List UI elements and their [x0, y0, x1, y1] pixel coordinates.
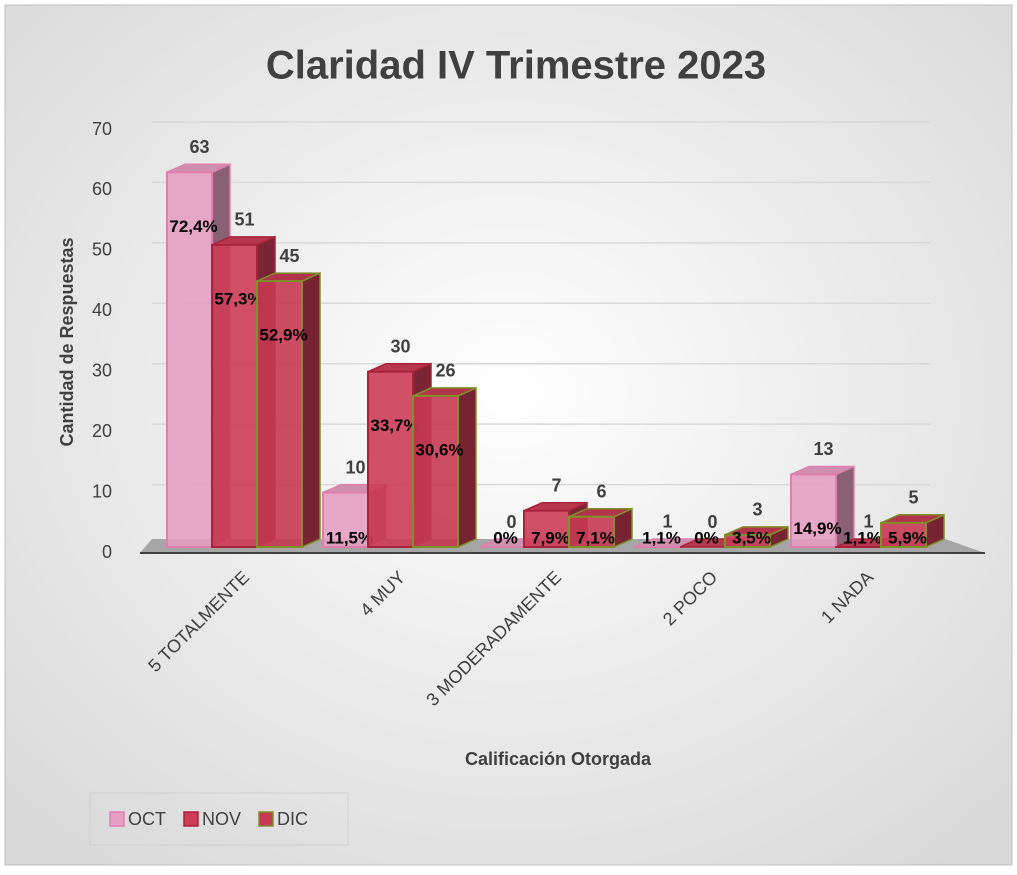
percent-label: 7,9%	[531, 528, 570, 547]
y-tick-label: 50	[92, 240, 112, 260]
value-label: 26	[435, 361, 455, 381]
chart-title: Claridad IV Trimestre 2023	[266, 44, 766, 88]
bar	[368, 372, 413, 547]
value-label: 13	[813, 439, 833, 459]
value-label: 3	[752, 500, 762, 520]
percent-label: 30,6%	[415, 440, 463, 459]
background	[5, 5, 1012, 865]
bar-side	[302, 273, 320, 547]
legend-swatch	[110, 812, 124, 826]
value-label: 30	[390, 336, 410, 356]
value-label: 10	[345, 457, 365, 477]
value-label: 5	[908, 488, 918, 508]
legend-label: OCT	[128, 809, 166, 829]
percent-label: 52,9%	[259, 326, 307, 345]
percent-label: 33,7%	[370, 416, 418, 435]
percent-label: 0%	[694, 528, 719, 547]
legend-swatch	[259, 812, 273, 826]
value-label: 51	[234, 210, 254, 230]
percent-label: 1,1%	[843, 528, 882, 547]
percent-label: 7,1%	[576, 528, 615, 547]
percent-label: 14,9%	[793, 519, 841, 538]
y-tick-label: 0	[102, 542, 112, 562]
percent-label: 72,4%	[169, 217, 217, 236]
legend-swatch	[184, 812, 198, 826]
percent-label: 1,1%	[642, 528, 681, 547]
percent-label: 0%	[493, 528, 518, 547]
legend-label: DIC	[277, 809, 308, 829]
y-tick-label: 10	[92, 481, 112, 501]
y-tick-label: 60	[92, 179, 112, 199]
legend-label: NOV	[202, 809, 241, 829]
y-axis-title: Cantidad de Respuestas	[57, 237, 77, 446]
y-tick-label: 70	[92, 119, 112, 139]
bar	[413, 396, 458, 547]
value-label: 6	[596, 481, 606, 501]
value-label: 7	[551, 475, 561, 495]
bar-side	[458, 388, 476, 547]
percent-label: 3,5%	[732, 528, 771, 547]
x-axis-title: Calificación Otorgada	[465, 749, 652, 769]
percent-label: 11,5%	[326, 528, 373, 547]
bar	[257, 281, 302, 547]
percent-label: 57,3%	[214, 289, 262, 308]
y-tick-label: 30	[92, 360, 112, 380]
value-label: 63	[189, 137, 209, 157]
y-tick-label: 40	[92, 300, 112, 320]
value-label: 45	[279, 246, 299, 266]
percent-label: 5,9%	[888, 528, 927, 547]
y-tick-label: 20	[92, 421, 112, 441]
